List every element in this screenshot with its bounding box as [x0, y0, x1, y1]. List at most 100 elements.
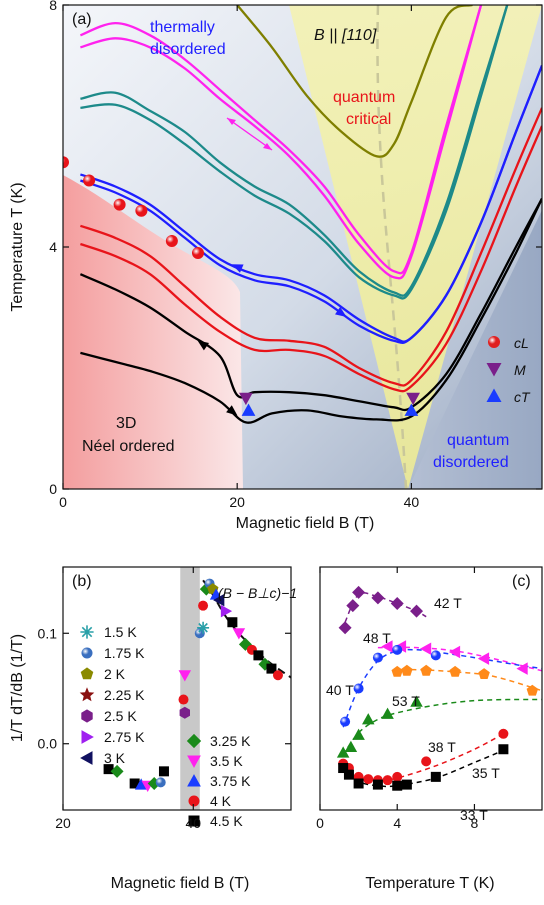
legend-marker — [187, 774, 201, 787]
data-point — [155, 777, 166, 788]
legend-marker — [80, 751, 93, 765]
data-point-33t — [430, 771, 441, 782]
panel-c-points — [336, 585, 539, 791]
panel-a-xtick-label: 0 — [59, 494, 67, 510]
annot-3d: 3D — [116, 415, 136, 432]
data-point-35t — [498, 728, 509, 739]
panel-a-ytick-label: 8 — [49, 0, 57, 13]
curve-red-2 — [80, 125, 542, 393]
data-point-48t — [419, 642, 432, 655]
sweep-direction-arrow — [226, 405, 238, 416]
data-point-40t — [430, 650, 441, 661]
legend-label-ct: cT — [514, 389, 531, 405]
cl-point — [191, 247, 204, 260]
data-point-35t — [363, 774, 374, 785]
data-point — [253, 650, 264, 661]
critical-field-band — [180, 567, 200, 810]
panel-a-ytick-label: 4 — [49, 239, 57, 255]
annot-quantum-critical-2: critical — [346, 111, 391, 128]
annot-neel-ordered: Néel ordered — [82, 438, 175, 455]
data-point-38t — [381, 707, 394, 719]
panel-a: (a) thermally disordered B || [110] quan… — [9, 0, 543, 532]
series-label-48t: 48 T — [363, 630, 391, 646]
cl-point — [83, 174, 96, 187]
legend-label: 2.25 K — [104, 687, 145, 703]
panel-b-points — [103, 578, 283, 792]
panel-a-ylabel: Temperature T (K) — [9, 182, 26, 311]
data-point-35t — [382, 775, 393, 786]
panel-a-xtick-label: 20 — [229, 494, 245, 510]
data-point-53t — [526, 684, 539, 696]
data-point — [134, 778, 148, 790]
data-point-38t — [410, 695, 423, 707]
panel-b-ytick-label: 0.1 — [38, 625, 58, 641]
panel-b-background — [63, 567, 291, 810]
curve-black-0 — [80, 198, 542, 424]
legend-marker-ct — [486, 388, 502, 402]
legend-label: 3.25 K — [210, 733, 251, 749]
legend-marker — [81, 709, 93, 723]
data-point — [158, 766, 169, 777]
annot-quantum-disordered-1: quantum — [447, 432, 509, 449]
legend-label: 3 K — [104, 750, 126, 766]
m-point — [406, 392, 420, 406]
legend-marker — [188, 795, 200, 807]
panel-c-xtick-label: 0 — [316, 815, 324, 831]
panel-c-xtick-label: 8 — [471, 815, 479, 831]
data-point-33t — [338, 763, 349, 774]
data-point — [198, 600, 209, 611]
data-point-48t — [516, 662, 528, 675]
panel-c-xlabel: Temperature T (K) — [365, 875, 494, 892]
curve-olive-10 — [236, 5, 473, 158]
sweep-direction-arrow — [231, 264, 244, 273]
panel-b-fit-label: (B − B⊥c)−1 — [218, 585, 297, 601]
sweep-direction-arrow — [197, 340, 210, 351]
panel-b-ylabel: 1/T dT/dB (1/T) — [9, 634, 26, 742]
cl-point — [113, 198, 126, 211]
legend-marker — [80, 667, 94, 680]
m-point — [239, 392, 253, 406]
ct-point — [404, 403, 419, 416]
data-point-38t — [362, 713, 375, 725]
data-point-53t — [478, 668, 490, 679]
data-point — [272, 670, 283, 681]
data-point-38t — [336, 746, 350, 758]
legend-label: 2 K — [104, 666, 126, 682]
data-point-35t — [392, 771, 403, 782]
data-point — [178, 670, 192, 682]
series-label-33t: 33 T — [460, 807, 488, 823]
panel-a-label: (a) — [72, 11, 92, 28]
data-point-40t — [353, 683, 364, 694]
data-point-53t — [449, 665, 461, 677]
panel-a-curves — [79, 5, 542, 424]
legend-marker-cl — [488, 336, 500, 348]
panel-a-legend: cL McT — [486, 335, 531, 405]
annot-disordered: disordered — [150, 41, 226, 58]
data-point-42t — [346, 599, 360, 613]
data-point-48t — [381, 640, 393, 653]
panel-b-legend: 1.5 K 1.75 K 2 K 2.25 K 2.5 K 2.75 K 3 K 3.25 K… — [79, 624, 251, 829]
data-point — [197, 621, 210, 634]
legend-label: 4 K — [210, 793, 232, 809]
panel-a-xtick-label: 40 — [404, 494, 420, 510]
panel-c-label: (c) — [512, 573, 531, 590]
quantum-disordered-region — [408, 210, 542, 489]
series-label-53t: 53 T — [392, 693, 420, 709]
data-point-38t — [352, 728, 365, 740]
data-point-53t — [391, 665, 403, 677]
panel-b-xlabel: Magnetic field B (T) — [111, 875, 250, 892]
panel-a-ytick-label: 0 — [49, 481, 57, 497]
panel-c: (c) 42 T 48 T 40 T 53 T 38 T 35 T 33 T 0 4 8 Tem… — [316, 566, 543, 892]
legend-marker — [80, 625, 94, 639]
data-point-42t — [371, 591, 385, 605]
panel-b-xtick-label: 40 — [185, 815, 201, 831]
data-point-33t — [401, 779, 412, 790]
series-label-38t: 38 T — [428, 739, 456, 755]
critical-field-dashed-line — [376, 5, 408, 489]
data-point — [110, 764, 124, 778]
series-label-35t: 35 T — [472, 765, 500, 781]
panel-c-frame — [319, 566, 543, 811]
panel-a-points — [63, 156, 420, 416]
panel-c-xtick-label: 4 — [393, 815, 401, 831]
series-label-40t: 40 T — [326, 682, 354, 698]
